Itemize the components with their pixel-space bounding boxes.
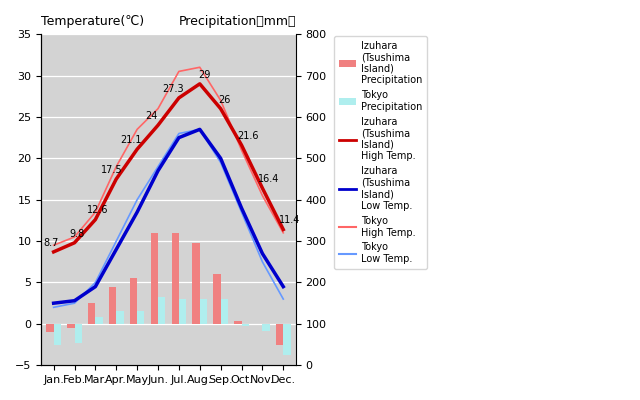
Text: 11.4: 11.4 xyxy=(279,215,300,225)
Text: 26: 26 xyxy=(219,94,231,104)
Bar xyxy=(262,324,269,330)
Bar xyxy=(67,324,74,328)
Bar xyxy=(200,299,207,324)
Bar xyxy=(234,322,241,324)
Text: 29: 29 xyxy=(198,70,210,80)
Bar xyxy=(130,278,137,324)
Bar xyxy=(172,233,179,324)
Bar xyxy=(158,296,165,324)
Bar xyxy=(193,243,200,324)
Text: Precipitation（mm）: Precipitation（mm） xyxy=(179,14,296,28)
Bar xyxy=(150,233,158,324)
Bar xyxy=(109,287,116,324)
Bar xyxy=(241,324,249,326)
Text: 8.7: 8.7 xyxy=(44,238,60,248)
Text: 21.6: 21.6 xyxy=(237,131,259,141)
Bar xyxy=(54,324,61,344)
Bar xyxy=(137,312,145,324)
Bar xyxy=(74,324,82,343)
Text: 9.8: 9.8 xyxy=(69,229,84,239)
Text: 12.6: 12.6 xyxy=(86,206,108,216)
Text: 24: 24 xyxy=(145,111,158,121)
Bar xyxy=(46,324,54,332)
Bar xyxy=(221,299,228,324)
Bar xyxy=(179,299,186,324)
Text: 21.1: 21.1 xyxy=(120,135,141,145)
Text: 17.5: 17.5 xyxy=(101,165,123,175)
Text: 27.3: 27.3 xyxy=(162,84,184,94)
Bar xyxy=(284,324,291,355)
Bar xyxy=(88,303,95,324)
Bar xyxy=(213,274,221,324)
Text: Temperature(℃): Temperature(℃) xyxy=(41,14,144,28)
Bar xyxy=(276,324,284,344)
Bar xyxy=(116,312,124,324)
Bar xyxy=(95,317,102,324)
Legend: Izuhara
(Tsushima
Island)
Precipitation, Tokyo
Precipitation, Izuhara
(Tsushima
: Izuhara (Tsushima Island) Precipitation,… xyxy=(334,36,428,269)
Text: 16.4: 16.4 xyxy=(258,174,279,184)
